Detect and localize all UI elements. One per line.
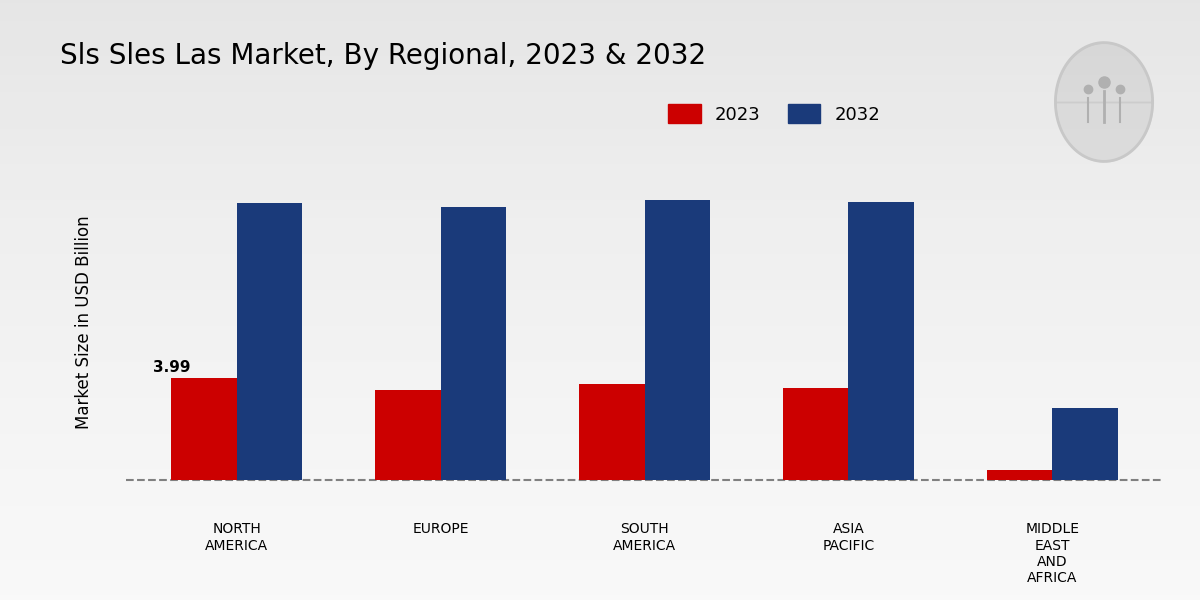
Bar	[848, 202, 913, 481]
Bar	[172, 378, 236, 481]
Legend: 2023, 2032: 2023, 2032	[661, 97, 888, 131]
Bar	[784, 388, 848, 481]
Bar	[644, 200, 710, 481]
Bar	[236, 203, 302, 481]
Bar	[376, 391, 440, 481]
Text: 3.99: 3.99	[154, 361, 191, 376]
Text: Sls Sles Las Market, By Regional, 2023 & 2032: Sls Sles Las Market, By Regional, 2023 &…	[60, 42, 706, 70]
Bar	[440, 206, 506, 481]
Bar	[988, 470, 1052, 481]
Bar	[580, 384, 644, 481]
Y-axis label: Market Size in USD Billion: Market Size in USD Billion	[74, 215, 94, 429]
Bar	[1052, 409, 1117, 481]
